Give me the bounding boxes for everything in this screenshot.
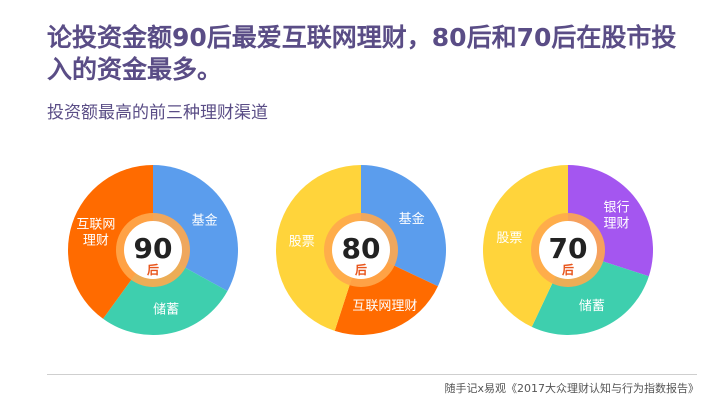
pie-slice bbox=[103, 250, 228, 335]
slice-label: 储蓄 bbox=[153, 303, 179, 318]
source-note: 随手记x易观《2017大众理财认知与行为指数报告》 bbox=[444, 382, 699, 395]
pie-slice bbox=[276, 165, 361, 331]
footer-divider bbox=[47, 374, 697, 375]
center-number: 80 bbox=[342, 232, 381, 265]
headline: 论投资金额90后最爱互联网理财，80后和70后在股市投入的资金最多。 bbox=[47, 23, 677, 84]
slice-label: 互联网理财 bbox=[352, 299, 417, 314]
pie-slice bbox=[68, 165, 153, 319]
slice-label: 股票 bbox=[289, 235, 315, 250]
center-disc bbox=[124, 221, 182, 279]
slice-label: 基金 bbox=[399, 211, 425, 227]
center-disc bbox=[332, 221, 390, 279]
slice-label: 互联网理财 bbox=[76, 217, 115, 248]
center-unit: 后 bbox=[562, 262, 574, 277]
slice-label: 储蓄 bbox=[579, 299, 605, 314]
center-number: 70 bbox=[549, 232, 588, 265]
center-disc bbox=[539, 221, 597, 279]
center-unit: 后 bbox=[147, 262, 159, 277]
pie-slice bbox=[483, 164, 568, 327]
subtitle: 投资额最高的前三种理财渠道 bbox=[47, 103, 268, 123]
center-number: 90 bbox=[134, 232, 173, 265]
pie-chart-80s: 基金互联网理财 股票 80 后 bbox=[276, 165, 446, 335]
slice-label: 基金 bbox=[192, 212, 218, 228]
center-unit: 后 bbox=[355, 262, 367, 277]
pie-chart-70s: 银行理财储蓄 股票 70 后 bbox=[483, 164, 653, 335]
slice-label: 股票 bbox=[496, 231, 522, 246]
pie-chart-90s: 基金储蓄 互联网理财 90 后 bbox=[68, 165, 238, 335]
slice-label: 银行理财 bbox=[604, 201, 630, 232]
